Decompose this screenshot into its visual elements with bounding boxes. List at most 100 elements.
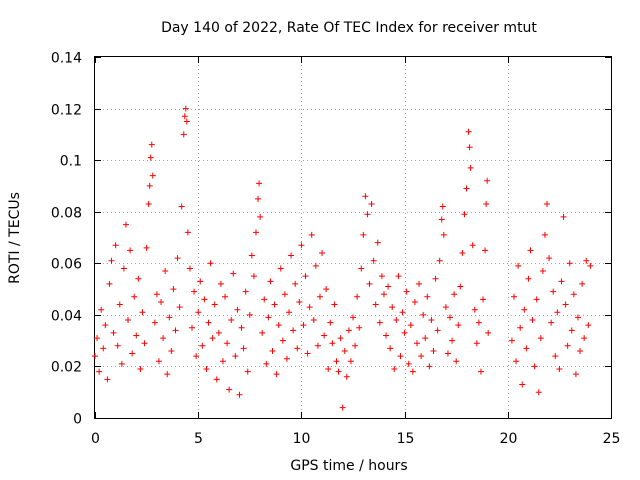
- data-point: [281, 291, 288, 298]
- data-point: [539, 268, 546, 275]
- data-point: [562, 301, 569, 308]
- data-point: [304, 350, 311, 357]
- data-point: [178, 203, 185, 210]
- data-point: [364, 211, 371, 218]
- data-point: [129, 350, 136, 357]
- data-point: [283, 355, 290, 362]
- data-point: [558, 278, 565, 285]
- data-point: [465, 128, 472, 135]
- data-point: [531, 363, 538, 370]
- data-point: [525, 275, 532, 282]
- data-point: [141, 340, 148, 347]
- data-point: [546, 255, 553, 262]
- data-point: [294, 345, 301, 352]
- data-point: [325, 366, 332, 373]
- data-point: [158, 298, 165, 305]
- data-point: [477, 368, 484, 375]
- data-point: [356, 324, 363, 331]
- data-point: [467, 164, 474, 171]
- x-tick-label: 5: [194, 431, 203, 447]
- data-point: [510, 293, 517, 300]
- data-point: [312, 262, 319, 269]
- data-point: [265, 314, 272, 321]
- data-point: [508, 337, 515, 344]
- data-point: [310, 317, 317, 324]
- data-point: [368, 200, 375, 207]
- x-axis-title: GPS time / hours: [290, 458, 407, 474]
- data-point: [574, 314, 581, 321]
- data-point: [391, 366, 398, 373]
- data-point: [296, 298, 303, 305]
- axis-ticks: [95, 57, 612, 419]
- data-point: [205, 319, 212, 326]
- y-tick-label: 0.1: [60, 154, 82, 170]
- data-point: [98, 306, 105, 313]
- data-point: [428, 317, 435, 324]
- data-point: [308, 231, 315, 238]
- data-point: [480, 296, 487, 303]
- data-point: [94, 335, 101, 342]
- data-point: [162, 268, 169, 275]
- grid: [95, 57, 611, 418]
- data-point: [184, 229, 191, 236]
- data-point: [347, 358, 354, 365]
- x-tick-label: 15: [397, 431, 415, 447]
- data-point: [439, 203, 446, 210]
- data-point: [242, 288, 249, 295]
- data-point: [316, 293, 323, 300]
- data-point: [250, 273, 257, 280]
- data-point: [246, 311, 253, 318]
- data-point: [137, 366, 144, 373]
- plot-frame: [94, 56, 612, 419]
- data-point: [416, 280, 423, 287]
- data-point: [160, 335, 167, 342]
- y-axis-title: ROTI / TECUs: [7, 192, 23, 284]
- data-point: [475, 319, 482, 326]
- data-point: [106, 280, 113, 287]
- data-point: [170, 286, 177, 293]
- data-point: [409, 368, 416, 375]
- data-point: [585, 322, 592, 329]
- data-point: [145, 200, 152, 207]
- data-point: [362, 193, 369, 200]
- data-point: [261, 296, 268, 303]
- data-point: [207, 260, 214, 267]
- data-point: [203, 366, 210, 373]
- data-point: [393, 317, 400, 324]
- data-point: [579, 280, 586, 287]
- data-point: [186, 265, 193, 272]
- data-point: [387, 345, 394, 352]
- y-tick-label: 0.04: [51, 309, 82, 325]
- data-point: [366, 280, 373, 287]
- data-point: [473, 340, 480, 347]
- data-point: [424, 293, 431, 300]
- y-tick-label: 0.08: [51, 206, 82, 222]
- data-point: [228, 317, 235, 324]
- data-point: [327, 319, 334, 326]
- data-point: [108, 257, 115, 264]
- data-point: [182, 105, 189, 112]
- chart-title: Day 140 of 2022, Rate Of TEC Index for r…: [161, 20, 537, 36]
- data-point: [147, 154, 154, 161]
- data-point: [434, 327, 441, 334]
- data-point: [100, 345, 107, 352]
- y-tick-label: 0.12: [51, 103, 82, 119]
- data-point: [527, 247, 534, 254]
- data-point: [521, 306, 528, 313]
- data-point: [380, 291, 387, 298]
- data-point: [248, 252, 255, 259]
- data-point: [263, 360, 270, 367]
- data-point: [550, 288, 557, 295]
- x-tick-label: 10: [293, 431, 311, 447]
- data-point: [335, 368, 342, 375]
- data-point: [461, 211, 468, 218]
- data-point: [451, 291, 458, 298]
- data-point: [358, 265, 365, 272]
- data-point: [343, 373, 350, 380]
- data-point: [125, 317, 132, 324]
- data-point: [529, 317, 536, 324]
- data-point: [176, 304, 183, 311]
- data-point: [122, 221, 129, 228]
- data-point: [120, 265, 127, 272]
- data-point: [92, 353, 98, 360]
